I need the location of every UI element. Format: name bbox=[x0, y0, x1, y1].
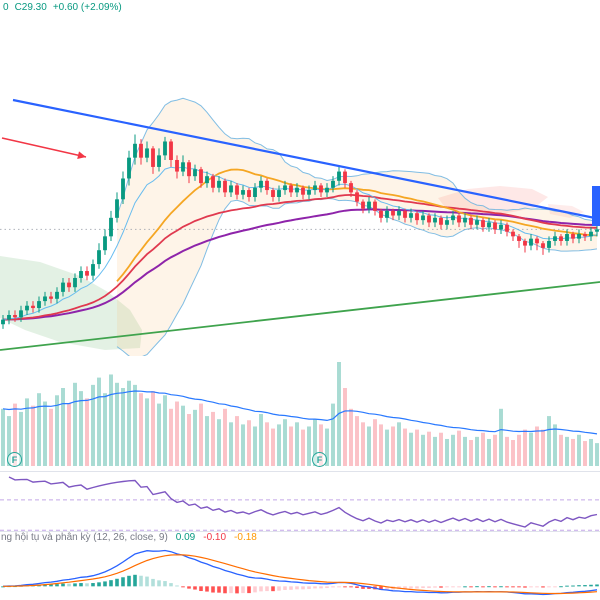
macd-signal-value: -0.18 bbox=[234, 532, 257, 543]
legend-close-value: C29.30 bbox=[14, 2, 47, 13]
macd-line-value: -0.10 bbox=[203, 532, 227, 543]
macd-hist-value: 0.09 bbox=[175, 532, 196, 543]
watermark-f-icon: F bbox=[312, 452, 327, 467]
legend-open-value: 0 bbox=[3, 2, 9, 13]
symbol-legend[interactable]: 0 C29.30 +0.60 (+2.09%) bbox=[3, 2, 122, 13]
legend-change-value: +0.60 (+2.09%) bbox=[52, 2, 122, 13]
watermark-f-icon: F bbox=[7, 452, 22, 467]
macd-indicator-legend[interactable]: ng hội tụ và phân kỳ (12, 26, close, 9) … bbox=[0, 532, 257, 543]
macd-label: ng hội tụ và phân kỳ (12, 26, close, 9) bbox=[1, 532, 168, 543]
